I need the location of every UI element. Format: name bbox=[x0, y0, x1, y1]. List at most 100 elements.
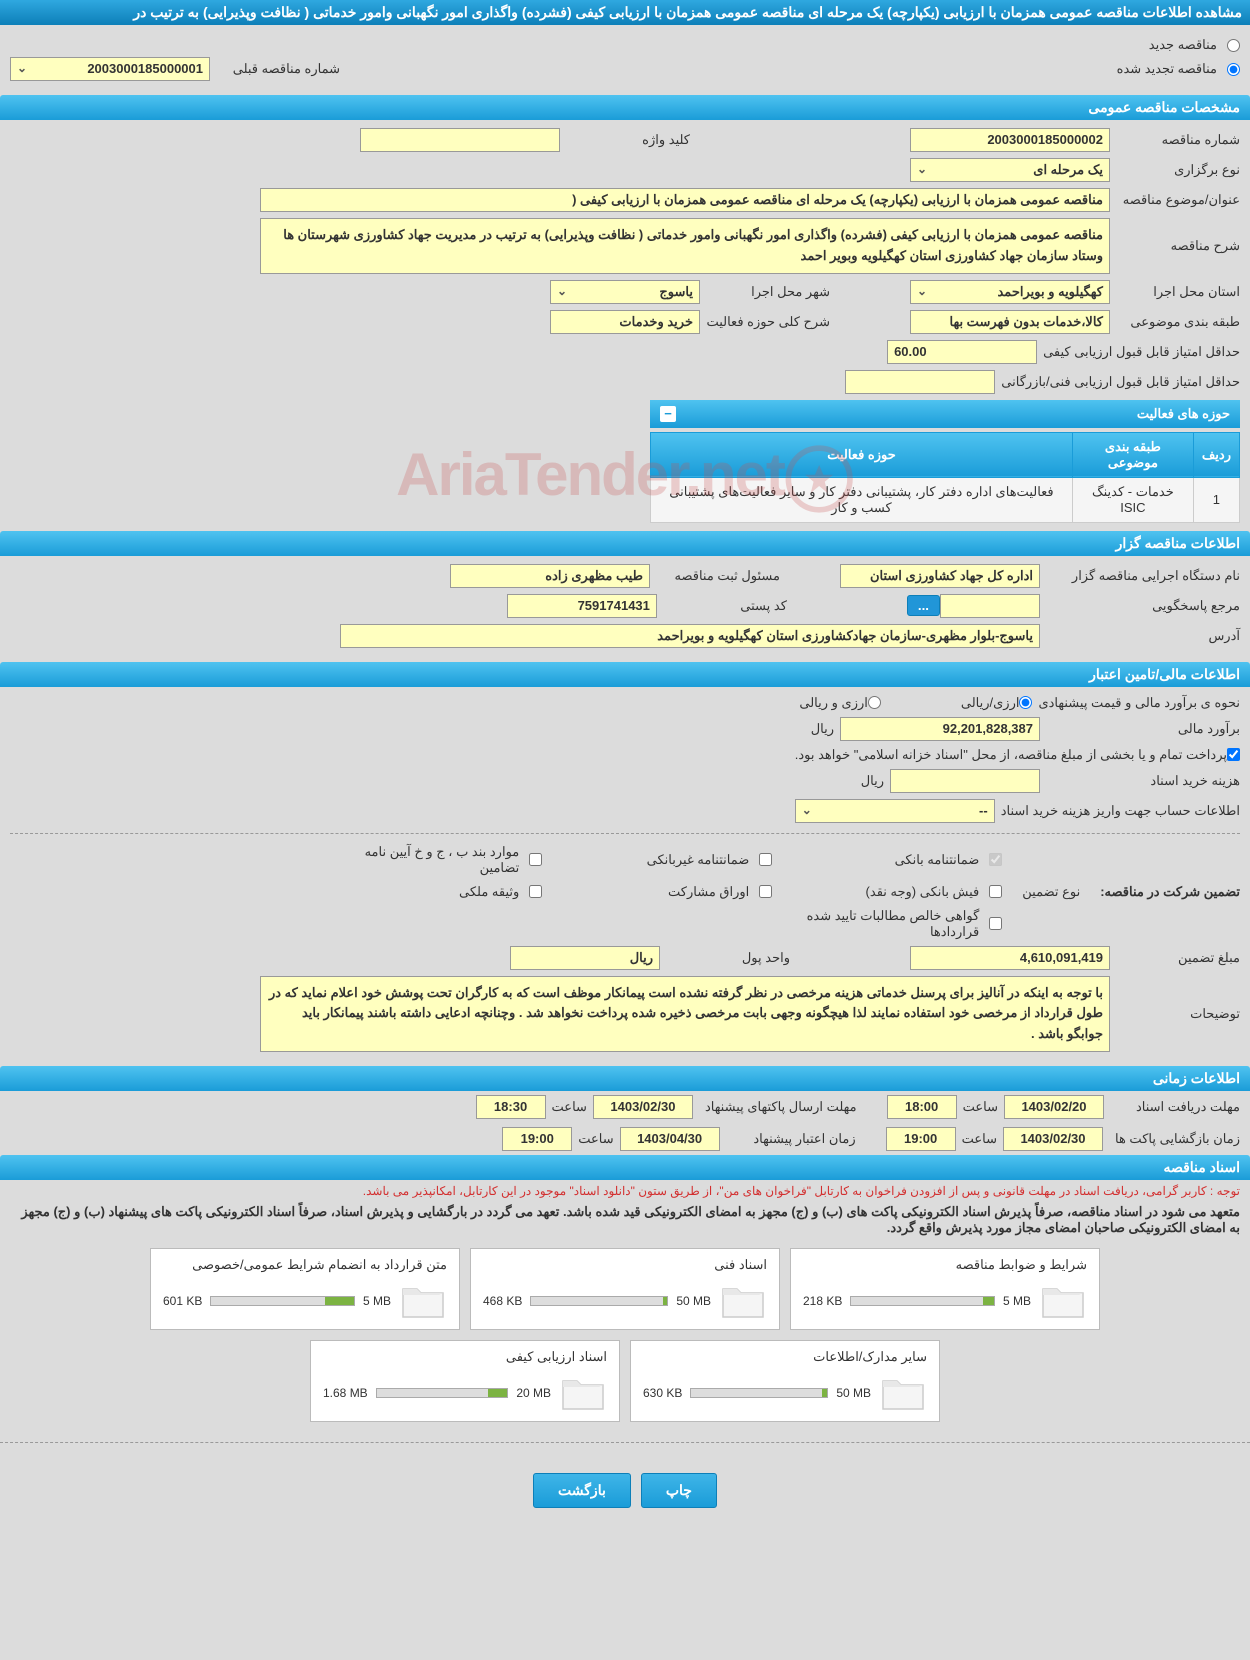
file-progress bbox=[850, 1296, 995, 1306]
section-organizer-header: اطلاعات مناقصه گزار bbox=[0, 531, 1250, 556]
file-box[interactable]: شرایط و ضوابط مناقصه 5 MB 218 KB bbox=[790, 1248, 1100, 1330]
print-button[interactable]: چاپ bbox=[641, 1473, 717, 1508]
address-label: آدرس bbox=[1040, 628, 1240, 644]
province-select[interactable]: کهگیلویه و بویراحمد bbox=[910, 280, 1110, 304]
category-field: کالا،خدمات بدون فهرست بها bbox=[910, 310, 1110, 334]
file-title: شرایط و ضوابط مناقصه bbox=[795, 1253, 1095, 1277]
back-button[interactable]: بازگشت bbox=[533, 1473, 631, 1508]
currency-unit-field: ریال bbox=[510, 946, 660, 970]
file-title: اسناد ارزیابی کیفی bbox=[315, 1345, 615, 1369]
min-tech-field bbox=[845, 370, 995, 394]
activity-table: ردیف طبقه بندی موضوعی حوزه فعالیت 1 خدما… bbox=[650, 432, 1240, 523]
min-tech-label: حداقل امتیاز قابل قبول ارزیابی فنی/بازرگ… bbox=[995, 374, 1240, 390]
cb-bonds[interactable] bbox=[759, 885, 772, 898]
doc-cost-field bbox=[890, 769, 1040, 793]
contact-label: مسئول ثبت مناقصه bbox=[650, 568, 780, 584]
time-label-2: ساعت bbox=[552, 1099, 587, 1115]
file-progress bbox=[376, 1388, 509, 1398]
file-box[interactable]: اسناد فنی 50 MB 468 KB bbox=[470, 1248, 780, 1330]
cb-bank bbox=[989, 853, 1002, 866]
org-field: اداره کل جهاد کشاورزی استان bbox=[840, 564, 1040, 588]
org-label: نام دستگاه اجرایی مناقصه گزار bbox=[1040, 568, 1240, 584]
cb-receivables[interactable] bbox=[989, 917, 1002, 930]
validity-date: 1403/04/30 bbox=[620, 1127, 720, 1151]
city-select[interactable]: یاسوج bbox=[550, 280, 700, 304]
cb-nonbank[interactable] bbox=[759, 853, 772, 866]
type-select[interactable]: یک مرحله ای bbox=[910, 158, 1110, 182]
contact-field: طیب مظهری زاده bbox=[450, 564, 650, 588]
amount-field: 4,610,091,419 bbox=[910, 946, 1110, 970]
file-title: متن قرارداد به انضمام شرایط عمومی/خصوصی bbox=[155, 1253, 455, 1277]
cb-cases[interactable] bbox=[529, 853, 542, 866]
cb-property[interactable] bbox=[529, 885, 542, 898]
file-box[interactable]: سایر مدارک/اطلاعات 50 MB 630 KB bbox=[630, 1340, 940, 1422]
opt-currency-label: ارزی و ریالی bbox=[799, 695, 868, 711]
open-time: 19:00 bbox=[886, 1127, 956, 1151]
keyword-label: کلید واژه bbox=[560, 132, 690, 148]
col-row: ردیف bbox=[1193, 432, 1239, 477]
radio-rial[interactable] bbox=[1019, 696, 1032, 709]
prev-number-value: 2003000185000001 bbox=[87, 61, 203, 76]
folder-icon bbox=[719, 1281, 767, 1321]
desc-label: شرح مناقصه bbox=[1110, 238, 1240, 254]
doc-cost-label: هزینه خرید اسناد bbox=[1040, 773, 1240, 789]
doc-receive-date: 1403/02/20 bbox=[1004, 1095, 1104, 1119]
col-category: طبقه بندی موضوعی bbox=[1072, 432, 1193, 477]
proposal-send-date: 1403/02/30 bbox=[593, 1095, 693, 1119]
account-select[interactable]: -- bbox=[795, 799, 995, 823]
amount-label: مبلغ تضمین bbox=[1110, 950, 1240, 966]
guarantee-title: تضمین شرکت در مناقصه: bbox=[1080, 884, 1240, 900]
min-quality-field: 60.00 bbox=[887, 340, 1037, 364]
table-row: 1 خدمات - کدینگ ISIC فعالیت‌های اداره دف… bbox=[651, 477, 1240, 522]
file-progress bbox=[530, 1296, 668, 1306]
proposal-send-label: مهلت ارسال پاکتهای پیشنهاد bbox=[699, 1099, 857, 1115]
keyword-field[interactable] bbox=[360, 128, 560, 152]
section-financial-header: اطلاعات مالی/تامین اعتبار bbox=[0, 662, 1250, 687]
section-general-header: مشخصات مناقصه عمومی bbox=[0, 95, 1250, 120]
activities-header: حوزه های فعالیت bbox=[1137, 406, 1230, 422]
radio-new-tender[interactable] bbox=[1227, 39, 1240, 52]
file-progress bbox=[690, 1388, 828, 1398]
file-title: سایر مدارک/اطلاعات bbox=[635, 1345, 935, 1369]
doc-note-1: توجه : کاربر گرامی، دریافت اسناد در مهلت… bbox=[0, 1180, 1250, 1202]
file-box[interactable]: متن قرارداد به انضمام شرایط عمومی/خصوصی … bbox=[150, 1248, 460, 1330]
page-title-banner: مشاهده اطلاعات مناقصه عمومی همزمان با ار… bbox=[0, 0, 1250, 25]
label-renewed-tender: مناقصه تجدید شده bbox=[1117, 61, 1217, 77]
scope-label: شرح کلی حوزه فعالیت bbox=[700, 314, 830, 330]
file-size: 218 KB bbox=[803, 1294, 842, 1308]
estimate-unit: ریال bbox=[811, 721, 840, 737]
doc-receive-label: مهلت دریافت اسناد bbox=[1110, 1099, 1240, 1115]
province-label: استان محل اجرا bbox=[1110, 284, 1240, 300]
ref-lookup-button[interactable]: ... bbox=[907, 595, 940, 616]
file-box[interactable]: اسناد ارزیابی کیفی 20 MB 1.68 MB bbox=[310, 1340, 620, 1422]
tender-number-label: شماره مناقصه bbox=[1110, 132, 1240, 148]
category-label: طبقه بندی موضوعی bbox=[1110, 314, 1240, 330]
city-label: شهر محل اجرا bbox=[700, 284, 830, 300]
page-title: مشاهده اطلاعات مناقصه عمومی همزمان با ار… bbox=[133, 4, 1242, 20]
subject-label: عنوان/موضوع مناقصه bbox=[1110, 192, 1240, 208]
cb-cash[interactable] bbox=[989, 885, 1002, 898]
doc-note-2: متعهد می شود در اسناد مناقصه، صرفاً پذیر… bbox=[0, 1202, 1250, 1238]
open-label: زمان بازگشایی پاکت ها bbox=[1109, 1131, 1240, 1147]
min-quality-label: حداقل امتیاز قابل قبول ارزیابی کیفی bbox=[1037, 344, 1240, 360]
minimize-icon[interactable]: − bbox=[660, 406, 676, 422]
file-size: 630 KB bbox=[643, 1386, 682, 1400]
file-size: 468 KB bbox=[483, 1294, 522, 1308]
postal-label: کد پستی bbox=[657, 598, 787, 614]
file-title: اسناد فنی bbox=[475, 1253, 775, 1277]
estimate-type-label: نحوه ی برآورد مالی و قیمت پیشنهادی bbox=[1032, 695, 1240, 711]
folder-icon bbox=[879, 1373, 927, 1413]
currency-unit-label: واحد پول bbox=[660, 950, 790, 966]
proposal-send-time: 18:30 bbox=[476, 1095, 546, 1119]
radio-renewed-tender[interactable] bbox=[1227, 63, 1240, 76]
label-new-tender: مناقصه جدید bbox=[1149, 37, 1217, 53]
section-timing-header: اطلاعات زمانی bbox=[0, 1066, 1250, 1091]
folder-icon bbox=[1039, 1281, 1087, 1321]
checkbox-payment-note[interactable] bbox=[1227, 748, 1240, 761]
radio-currency[interactable] bbox=[868, 696, 881, 709]
tender-number-field: 2003000185000002 bbox=[910, 128, 1110, 152]
account-label: اطلاعات حساب جهت واریز هزینه خرید اسناد bbox=[995, 803, 1240, 819]
estimate-label: برآورد مالی bbox=[1040, 721, 1240, 737]
prev-number-select[interactable]: 2003000185000001 bbox=[10, 57, 210, 81]
col-scope: حوزه فعالیت bbox=[651, 432, 1073, 477]
